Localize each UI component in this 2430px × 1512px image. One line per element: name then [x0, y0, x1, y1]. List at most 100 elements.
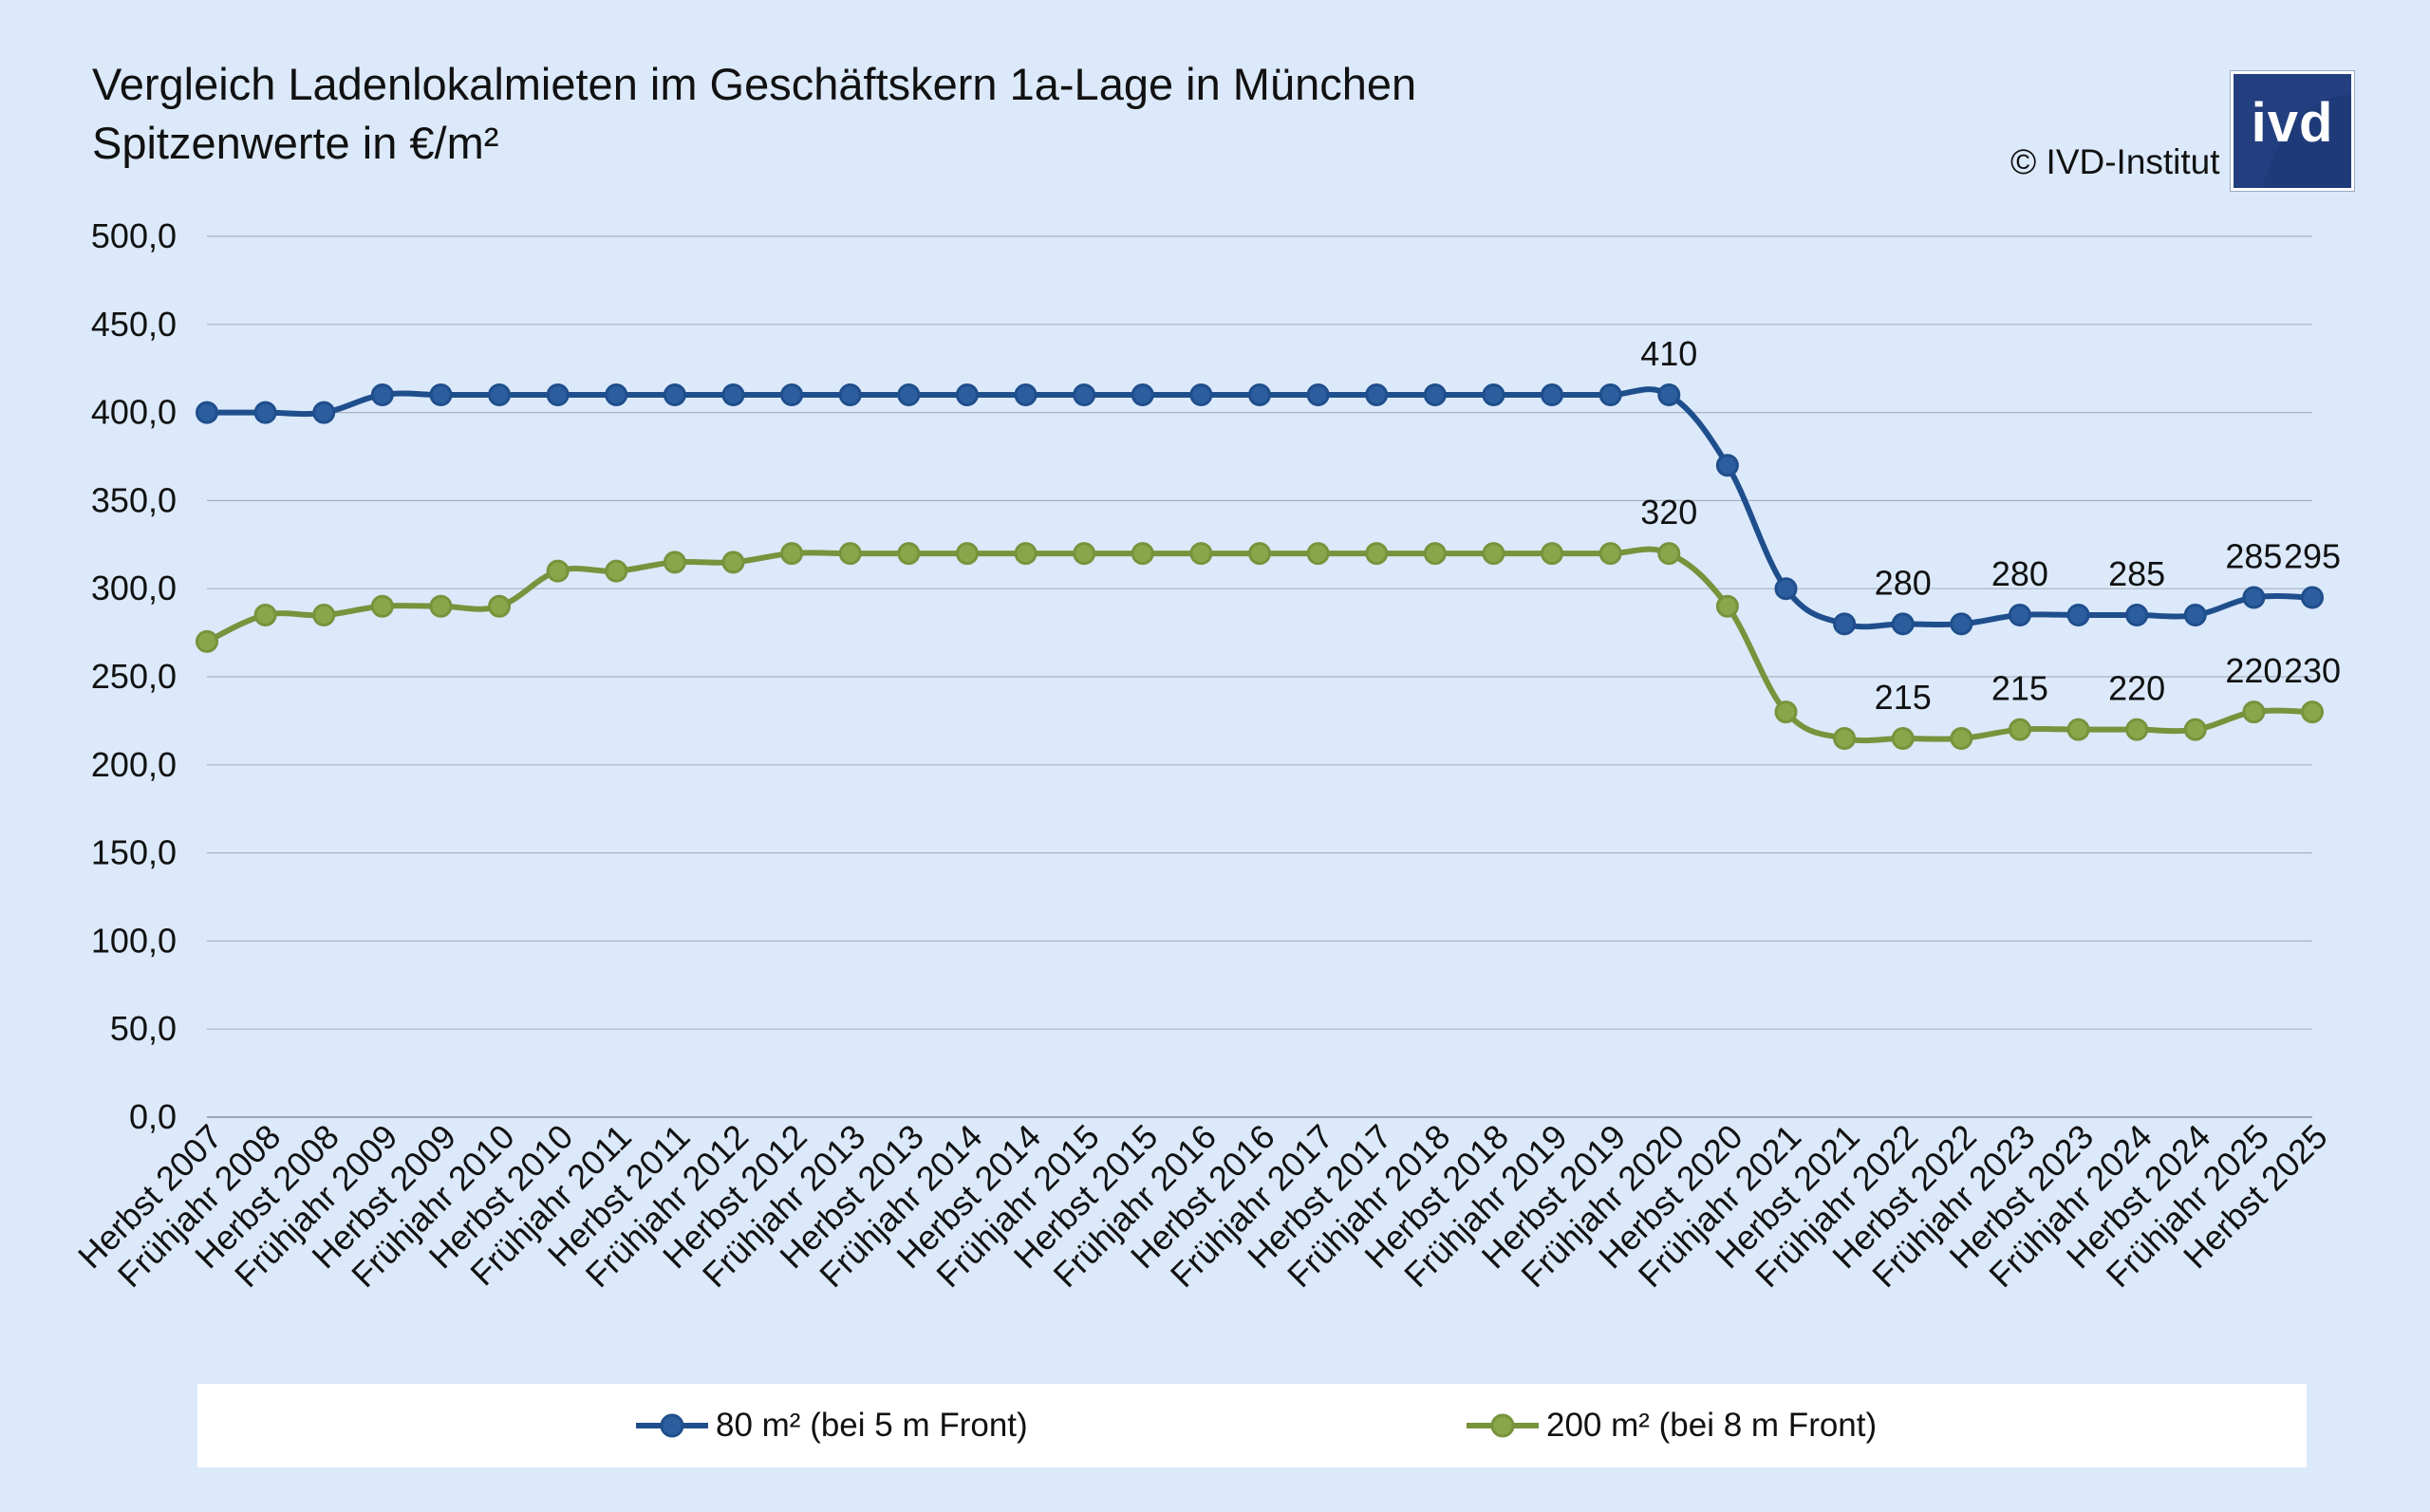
data-point	[546, 383, 570, 407]
data-point	[663, 551, 686, 574]
series-80m2	[196, 383, 2324, 636]
chart-title-block: Vergleich Ladenlokalmieten im Geschäftsk…	[92, 55, 1416, 173]
data-point	[897, 383, 921, 407]
data-point	[2066, 718, 2090, 741]
y-tick-label: 500,0	[91, 216, 177, 255]
data-point	[1073, 383, 1096, 407]
legend: 80 m² (bei 5 m Front) 200 m² (bei 8 m Fr…	[197, 1384, 2307, 1467]
data-point	[1073, 542, 1096, 566]
data-point	[253, 401, 277, 424]
data-point	[2125, 604, 2149, 627]
y-tick-label: 100,0	[91, 921, 177, 960]
data-point	[370, 594, 394, 618]
y-tick-label: 0,0	[129, 1097, 177, 1136]
data-point	[1657, 383, 1681, 407]
data-point	[2008, 604, 2031, 627]
data-point	[1014, 383, 1037, 407]
data-label: 285	[2108, 554, 2165, 593]
data-point	[1541, 542, 1564, 566]
data-point	[1541, 383, 1564, 407]
data-point	[1715, 454, 1739, 477]
y-tick-label: 50,0	[110, 1009, 177, 1048]
data-point	[488, 383, 512, 407]
legend-label-80m2: 80 m² (bei 5 m Front)	[716, 1407, 1028, 1444]
legend-item-200m2: 200 m² (bei 8 m Front)	[1465, 1384, 1877, 1467]
data-point	[1131, 383, 1154, 407]
data-point	[1248, 383, 1271, 407]
data-point	[2242, 700, 2266, 724]
data-point	[1423, 542, 1447, 566]
data-point	[1891, 612, 1915, 636]
gridlines	[207, 235, 2312, 1118]
series-200m2	[196, 542, 2324, 750]
data-point	[253, 604, 277, 627]
y-tick-label: 150,0	[91, 833, 177, 872]
data-label: 215	[1875, 678, 1932, 717]
data-point	[1774, 577, 1798, 601]
data-point	[955, 542, 979, 566]
data-point	[1131, 542, 1154, 566]
data-point	[1189, 383, 1213, 407]
data-label: 285	[2225, 536, 2282, 575]
data-label: 220	[2225, 651, 2282, 690]
data-label: 320	[1640, 493, 1697, 532]
data-point	[2242, 586, 2266, 609]
logo-text: ivd	[2251, 92, 2334, 154]
data-point	[1306, 542, 1330, 566]
data-point	[429, 383, 453, 407]
data-point	[2066, 604, 2090, 627]
data-point	[1774, 700, 1798, 724]
data-point	[1891, 726, 1915, 750]
data-point	[196, 401, 218, 424]
data-label: 410	[1640, 334, 1697, 373]
data-point	[897, 542, 921, 566]
y-tick-label: 400,0	[91, 393, 177, 432]
data-point	[838, 542, 862, 566]
data-point	[196, 629, 218, 653]
legend-swatch-200m2-icon	[1467, 1413, 1539, 1438]
data-point	[721, 551, 745, 574]
data-point	[605, 559, 628, 583]
data-point	[780, 383, 804, 407]
data-point	[1715, 594, 1739, 618]
data-point	[1189, 542, 1213, 566]
data-point	[1482, 542, 1505, 566]
data-label: 220	[2108, 669, 2165, 708]
data-label: 295	[2284, 536, 2341, 575]
data-label: 280	[1991, 554, 2048, 593]
data-point	[1482, 383, 1505, 407]
series-group	[196, 383, 2324, 750]
data-point	[370, 383, 394, 407]
chart-subtitle: Spitzenwerte in €/m²	[92, 118, 499, 168]
source-credit: © IVD-Institut	[2010, 142, 2220, 181]
legend-swatch-80m2-icon	[636, 1413, 708, 1438]
data-label: 230	[2284, 651, 2341, 690]
data-point	[955, 383, 979, 407]
data-label: 280	[1875, 563, 1932, 602]
data-point	[488, 594, 512, 618]
data-point	[312, 604, 336, 627]
data-point	[1657, 542, 1681, 566]
data-point	[1950, 726, 1973, 750]
y-axis-tick-labels: 0,0 50,0 100,0 150,0 200,0 250,0 300,0 350,0 400…	[91, 216, 177, 1136]
data-point	[663, 383, 686, 407]
data-point	[1833, 612, 1857, 636]
data-point	[1598, 542, 1622, 566]
data-point	[605, 383, 628, 407]
logo-stripe-icon	[2234, 74, 2351, 188]
data-point	[1423, 383, 1447, 407]
data-point	[312, 401, 336, 424]
data-point	[1950, 612, 1973, 636]
legend-label-200m2: 200 m² (bei 8 m Front)	[1546, 1407, 1878, 1444]
data-point	[429, 594, 453, 618]
data-point	[1365, 542, 1389, 566]
data-point	[1598, 383, 1622, 407]
y-tick-label: 250,0	[91, 657, 177, 696]
data-point	[1833, 726, 1857, 750]
data-point	[1248, 542, 1271, 566]
data-point	[2301, 586, 2324, 609]
data-label: 215	[1991, 669, 2048, 708]
